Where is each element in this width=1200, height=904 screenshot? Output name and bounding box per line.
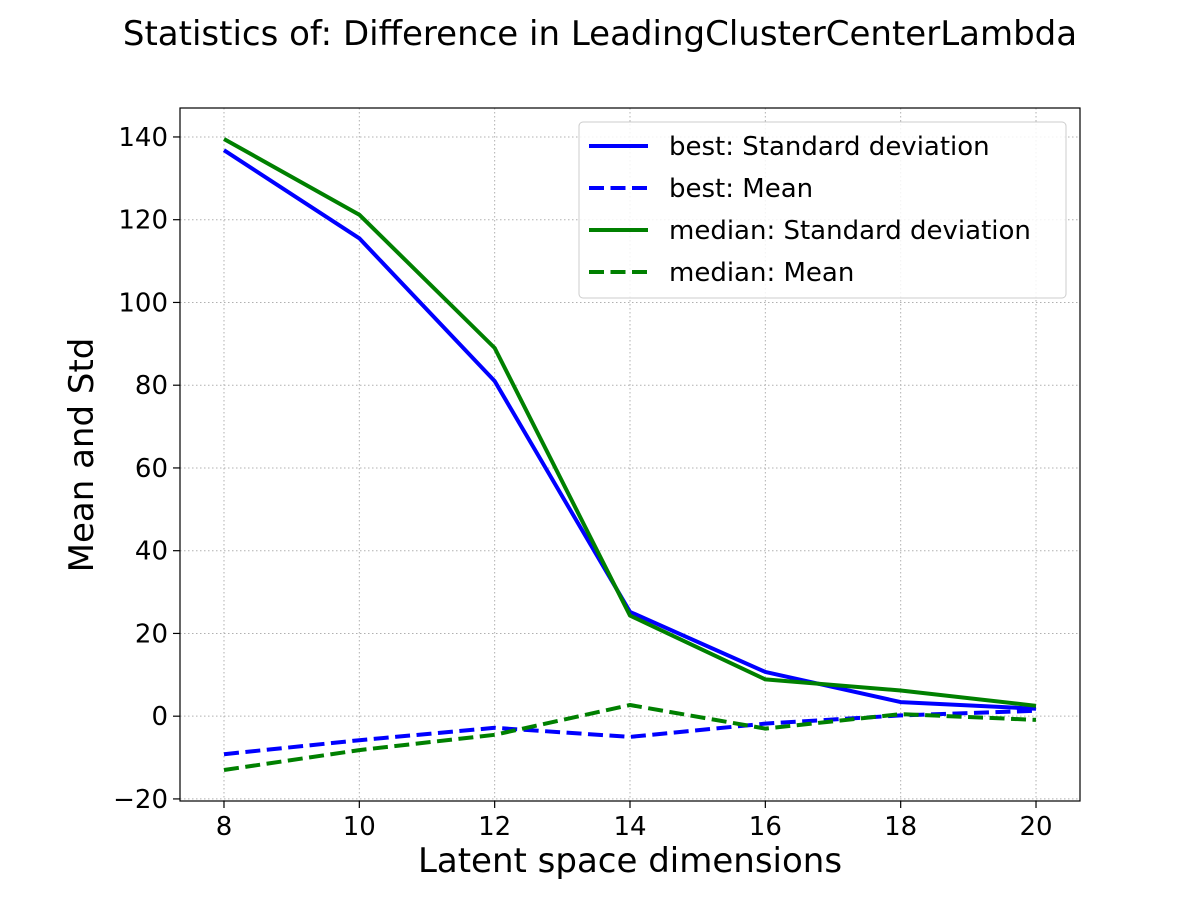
y-tick-label: −20 bbox=[113, 785, 168, 815]
y-tick-label: 0 bbox=[151, 702, 168, 732]
y-tick-label: 60 bbox=[135, 454, 168, 484]
x-tick-label: 18 bbox=[884, 812, 917, 842]
legend-label: best: Standard deviation bbox=[669, 132, 990, 162]
x-tick-label: 14 bbox=[613, 812, 646, 842]
y-tick-label: 80 bbox=[135, 371, 168, 401]
y-tick-label: 100 bbox=[118, 288, 168, 318]
y-tick-label: 40 bbox=[135, 537, 168, 567]
x-tick-label: 8 bbox=[216, 812, 233, 842]
x-tick-label: 12 bbox=[478, 812, 511, 842]
legend-label: best: Mean bbox=[669, 174, 813, 204]
y-tick-label: 20 bbox=[135, 619, 168, 649]
legend: best: Standard deviation best: Mean median… bbox=[579, 122, 1066, 298]
chart-title: Statistics of: Difference in LeadingClus… bbox=[123, 14, 1077, 54]
legend-label: median: Mean bbox=[669, 258, 854, 288]
x-axis-label: Latent space dimensions bbox=[418, 841, 842, 881]
legend-label: median: Standard deviation bbox=[669, 216, 1031, 246]
x-tick-label: 10 bbox=[343, 812, 376, 842]
x-tick-label: 16 bbox=[749, 812, 782, 842]
y-axis-label: Mean and Std bbox=[62, 338, 102, 573]
y-tick-label: 120 bbox=[118, 206, 168, 236]
x-tick-label: 20 bbox=[1019, 812, 1052, 842]
y-tick-label: 140 bbox=[118, 123, 168, 153]
